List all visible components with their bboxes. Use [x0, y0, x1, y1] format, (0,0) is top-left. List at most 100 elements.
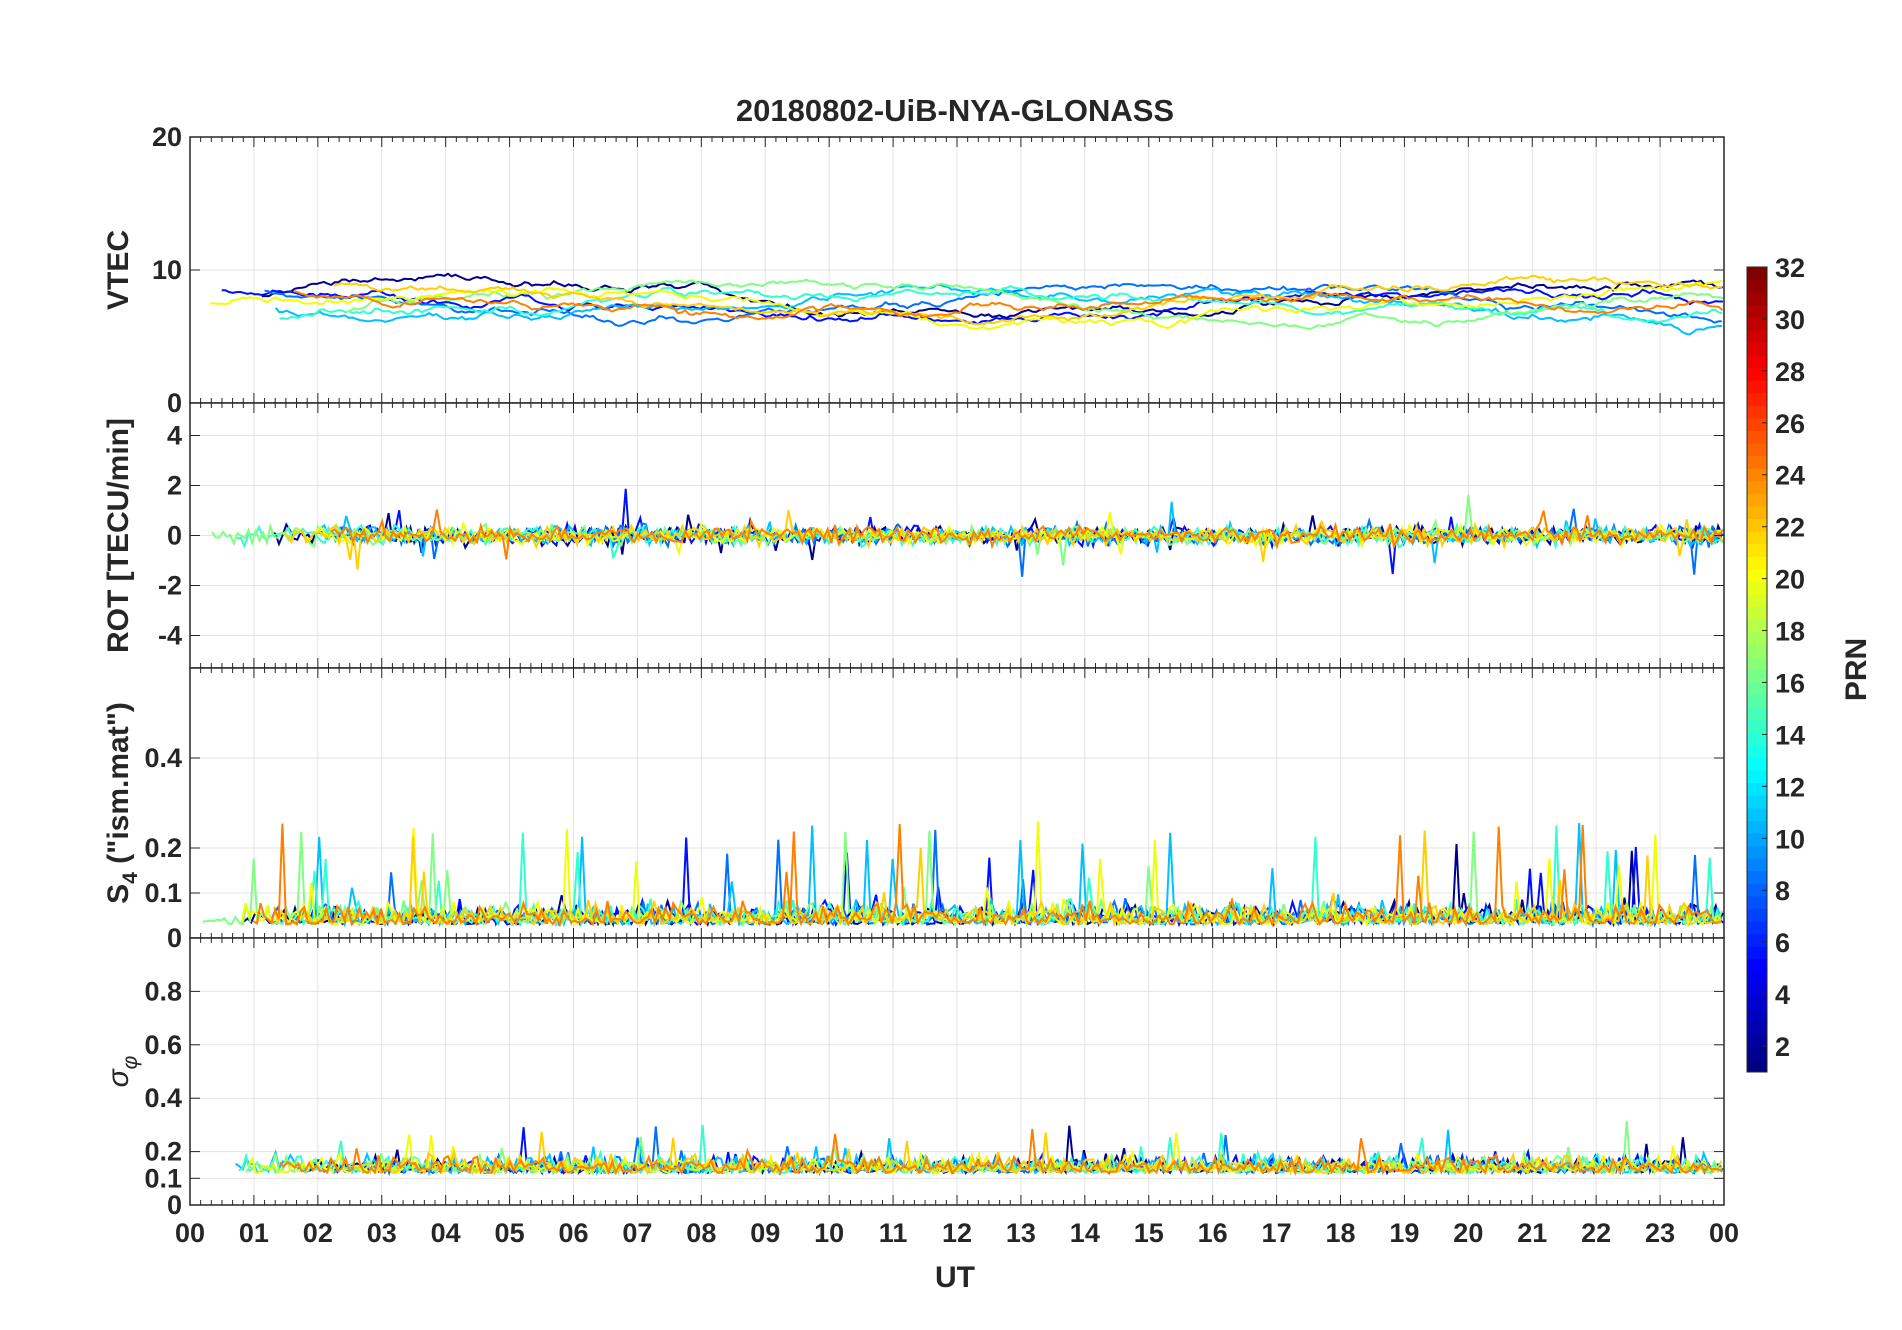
x-tick-label: 07 — [622, 1218, 652, 1248]
colorbar-cell — [1747, 367, 1767, 381]
colorbar-cell — [1747, 719, 1767, 733]
colorbar-cell — [1747, 430, 1767, 444]
colorbar-cell — [1747, 619, 1767, 633]
x-tick-label: 20 — [1453, 1218, 1483, 1248]
colorbar-cell — [1747, 355, 1767, 369]
colorbar-tick-label: 8 — [1775, 876, 1790, 906]
colorbar-cell — [1747, 682, 1767, 696]
colorbar-cell — [1747, 1046, 1767, 1060]
colorbar-tick-label: 2 — [1775, 1032, 1790, 1062]
series-line-prn-24 — [279, 1128, 1723, 1176]
x-axis: 00 01 02 03 04 05 06 07 08 09 10 11 12 13 14 15 16 17 18 19… — [175, 1218, 1739, 1248]
panel-sigphi: 00.10.2 0.4 0.6 0.8 σφ — [102, 937, 1725, 1220]
colorbar-cell — [1747, 631, 1767, 645]
y-label-main: S — [102, 884, 135, 904]
y-tick-label: -4 — [158, 621, 182, 651]
x-tick-label: 09 — [750, 1218, 780, 1248]
colorbar-cell — [1747, 556, 1767, 570]
colorbar-cell — [1747, 480, 1767, 494]
series-line-prn-20 — [209, 279, 1723, 331]
panel-rot: -4 -2 0 2 4 ROT [TECU/min] — [102, 402, 1725, 669]
colorbar-cell — [1747, 443, 1767, 457]
y-tick-label: 0.4 — [144, 1083, 182, 1113]
colorbar-cell — [1747, 996, 1767, 1010]
x-tick-label: 17 — [1262, 1218, 1292, 1248]
y-tick-label: 20 — [152, 122, 182, 152]
x-ticks — [189, 403, 1725, 668]
colorbar-cell — [1747, 883, 1767, 897]
colorbar-cell — [1747, 1021, 1767, 1035]
colorbar-cell — [1747, 946, 1767, 960]
series-line-prn-22 — [333, 274, 1722, 326]
colorbar-cell — [1747, 707, 1767, 721]
y-tick-label: 0.8 — [144, 976, 182, 1006]
colorbar-tick-label: 24 — [1775, 461, 1805, 491]
colorbar-cell — [1747, 858, 1767, 872]
y-tick-label: 0 — [167, 521, 182, 551]
colorbar-cell — [1747, 921, 1767, 935]
colorbar-tick-label: 22 — [1775, 513, 1805, 543]
y-tick-label: 0.1 — [144, 878, 182, 908]
colorbar-cell — [1747, 342, 1767, 356]
colorbar-cell — [1747, 292, 1767, 306]
colorbar-cell — [1747, 833, 1767, 847]
colorbar-cell — [1747, 493, 1767, 507]
x-tick-label: 08 — [686, 1218, 716, 1248]
y-tick-label: 0.1 — [144, 1163, 182, 1193]
x-tick-label: 06 — [558, 1218, 588, 1248]
colorbar-cell — [1747, 656, 1767, 670]
colorbar-cell — [1747, 279, 1767, 293]
series-group — [209, 272, 1724, 336]
y-tick-label: 0.4 — [144, 743, 182, 773]
series-line-prn-24 — [330, 509, 1724, 560]
x-tick-label: 18 — [1325, 1218, 1355, 1248]
colorbar-cell — [1747, 757, 1767, 771]
y-tick-label: 4 — [167, 421, 182, 451]
x-tick-label: 02 — [303, 1218, 333, 1248]
colorbar-cell — [1747, 581, 1767, 595]
y-label-rest: ("ism.mat") — [102, 702, 135, 872]
series-line-prn-24 — [294, 290, 1724, 321]
colorbar-cell — [1747, 531, 1767, 545]
x-tick-label: 14 — [1070, 1218, 1100, 1248]
x-tick-label: 21 — [1517, 1218, 1547, 1248]
colorbar-cell — [1747, 543, 1767, 557]
colorbar-cell — [1747, 908, 1767, 922]
colorbar-tick-label: 28 — [1775, 357, 1805, 387]
colorbar-cell — [1747, 568, 1767, 582]
colorbar-cell — [1747, 795, 1767, 809]
colorbar-cell — [1747, 971, 1767, 985]
colorbar-tick-label: 10 — [1775, 824, 1805, 854]
y-tick-label: -2 — [158, 571, 182, 601]
colorbar-cell — [1747, 644, 1767, 658]
x-ticks — [189, 668, 1725, 938]
x-tick-label: 19 — [1389, 1218, 1419, 1248]
x-tick-label: 00 — [175, 1218, 205, 1248]
series-group — [202, 821, 1724, 929]
x-tick-label: 04 — [431, 1218, 461, 1248]
y-tick-label: 0 — [167, 1190, 182, 1220]
colorbar-tick-label: 14 — [1775, 720, 1805, 750]
y-tick-label: 0.6 — [144, 1030, 182, 1060]
colorbar-cell — [1747, 380, 1767, 394]
colorbar-tick-label: 6 — [1775, 928, 1790, 958]
colorbar-cell — [1747, 870, 1767, 884]
colorbar-cell — [1747, 983, 1767, 998]
grid — [190, 137, 1724, 403]
panel-vtec: 0 10 20 VTEC — [102, 122, 1725, 418]
x-tick-label: 13 — [1006, 1218, 1036, 1248]
colorbar-cell — [1747, 405, 1767, 419]
chart-title: 20180802-UiB-NYA-GLONASS — [736, 93, 1174, 128]
colorbar-cell — [1747, 505, 1767, 520]
x-tick-label: 23 — [1645, 1218, 1675, 1248]
colorbar-cell — [1747, 895, 1767, 909]
colorbar-tick-label: 16 — [1775, 668, 1805, 698]
x-tick-label: 12 — [942, 1218, 972, 1248]
colorbar-frame — [1746, 266, 1768, 1073]
colorbar-tick-label: 32 — [1775, 253, 1805, 283]
series-group — [211, 488, 1724, 577]
colorbar-cell — [1747, 267, 1767, 281]
x-tick-label: 16 — [1198, 1218, 1228, 1248]
x-tick-label: 10 — [814, 1218, 844, 1248]
